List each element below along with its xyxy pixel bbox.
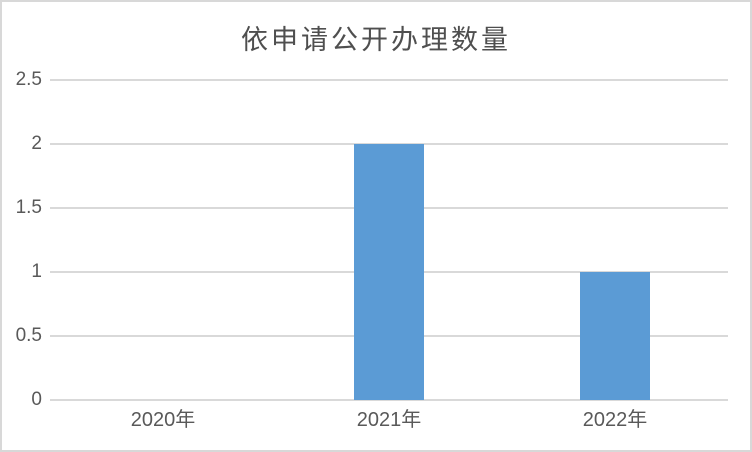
- chart-title: 依申请公开办理数量: [241, 25, 511, 55]
- y-tick-label: 1: [31, 261, 42, 282]
- bar-2022年: [580, 272, 650, 400]
- y-tick-label: 1.5: [15, 197, 42, 218]
- x-axis-line: [50, 399, 728, 401]
- x-tick-label: 2022年: [582, 409, 648, 431]
- y-tick-label: 0.5: [15, 325, 42, 346]
- y-tick-label: 0: [31, 389, 42, 410]
- x-tick-label: 2021年: [356, 409, 422, 431]
- y-tick-label: 2.5: [15, 69, 42, 90]
- bar-2021年: [354, 144, 424, 400]
- gridline: [50, 79, 728, 81]
- x-tick-label: 2020年: [130, 409, 196, 431]
- y-tick-label: 2: [31, 133, 42, 154]
